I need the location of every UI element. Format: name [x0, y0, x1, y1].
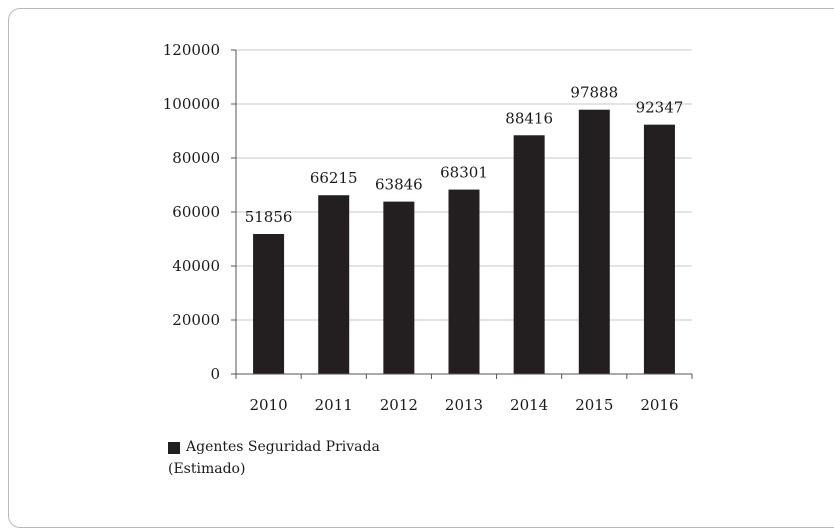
bar [513, 135, 545, 374]
bar [578, 109, 610, 375]
data-labels: 51856 66215 63846 68301 88416 97888 92347 [245, 84, 684, 226]
bar [448, 189, 480, 374]
legend-label-line1: Agentes Seguridad Privada [186, 439, 380, 455]
bar [253, 233, 285, 374]
y-tick-label: 20000 [172, 311, 220, 329]
y-axis-tick-labels: 0 20000 40000 60000 80000 100000 120000 [163, 41, 220, 383]
data-label: 97888 [570, 84, 618, 102]
x-tick-label: 2014 [510, 396, 548, 414]
x-tick-label: 2010 [249, 396, 287, 414]
x-tick-label: 2011 [315, 396, 353, 414]
axes [231, 49, 693, 379]
bar [318, 195, 350, 374]
data-label: 92347 [636, 99, 684, 117]
y-tick-label: 100000 [163, 95, 220, 113]
legend-label-line2: (Estimado) [168, 461, 246, 477]
data-label: 63846 [375, 176, 423, 194]
y-tick-label: 40000 [172, 257, 220, 275]
legend-swatch [168, 442, 180, 454]
bar [383, 201, 415, 374]
x-tick-label: 2016 [640, 396, 678, 414]
bar-chart: 51856 66215 63846 68301 88416 97888 92347 0 200… [163, 41, 693, 414]
x-tick-label: 2013 [445, 396, 483, 414]
x-tick-label: 2015 [575, 396, 613, 414]
data-label: 88416 [505, 109, 553, 127]
y-tick-label: 120000 [163, 41, 220, 59]
y-tick-label: 0 [210, 365, 220, 383]
bars [253, 109, 675, 375]
data-label: 51856 [245, 208, 293, 226]
data-label: 68301 [440, 164, 488, 182]
legend: Agentes Seguridad Privada (Estimado) [168, 436, 380, 480]
x-tick-label: 2012 [380, 396, 418, 414]
bar [643, 124, 675, 374]
data-label: 66215 [310, 169, 358, 187]
y-tick-label: 60000 [172, 203, 220, 221]
x-axis-tick-labels: 2010 2011 2012 2013 2014 2015 2016 [249, 396, 678, 414]
y-tick-label: 80000 [172, 149, 220, 167]
